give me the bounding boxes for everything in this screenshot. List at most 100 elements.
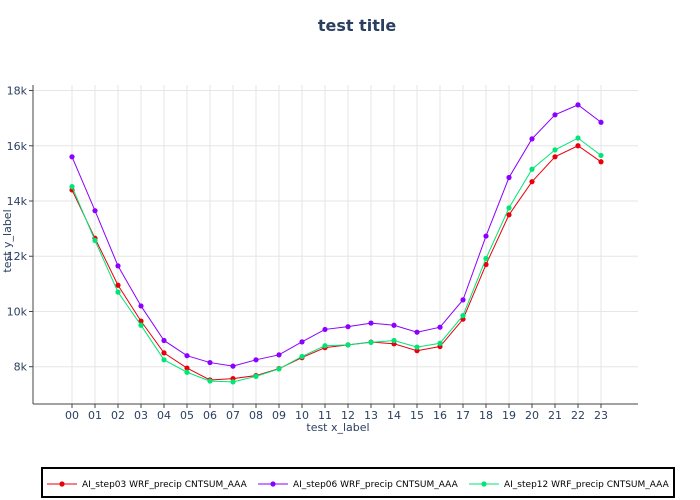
data-point [253, 373, 259, 379]
legend-item[interactable]: AI_step03 WRF_precip CNTSUM_AAA [47, 480, 248, 490]
data-point [483, 233, 489, 239]
x-tick-label: 17 [456, 409, 470, 422]
x-tick-label: 05 [180, 409, 194, 422]
x-tick-label: 18 [479, 409, 493, 422]
data-point [184, 353, 190, 359]
x-tick-label: 08 [249, 409, 263, 422]
data-point [345, 324, 351, 330]
x-tick-label: 21 [548, 409, 562, 422]
data-point [115, 282, 121, 288]
data-point [552, 154, 558, 160]
data-point [506, 212, 512, 218]
data-point [184, 365, 190, 371]
legend-label: AI_step03 WRF_precip CNTSUM_AAA [82, 480, 248, 490]
data-point [437, 340, 443, 346]
x-axis-title: test x_label [306, 421, 369, 434]
x-tick-label: 16 [433, 409, 447, 422]
x-tick-label: 13 [364, 409, 378, 422]
data-point [368, 320, 374, 326]
x-tick-label: 01 [88, 409, 102, 422]
legend-item[interactable]: AI_step12 WRF_precip CNTSUM_AAA [469, 480, 670, 490]
data-point [598, 159, 604, 165]
y-tick-label: 8k [14, 361, 28, 374]
data-point [138, 303, 144, 309]
x-tick-label: 15 [410, 409, 424, 422]
legend-swatch-marker [270, 481, 276, 487]
x-tick-label: 09 [272, 409, 286, 422]
grid-lines [33, 85, 638, 404]
y-tick-label: 12k [7, 250, 28, 263]
data-point [184, 369, 190, 375]
data-point [460, 313, 466, 319]
data-point [437, 324, 443, 330]
data-point [529, 166, 535, 172]
data-point [230, 363, 236, 369]
data-point [276, 352, 282, 358]
legend-swatch-marker [481, 481, 487, 487]
legend-label: AI_step12 WRF_precip CNTSUM_AAA [504, 480, 670, 490]
series-1 [69, 143, 604, 383]
legend-box [41, 467, 675, 498]
x-tick-label: 04 [157, 409, 171, 422]
legend-swatch-marker [59, 481, 65, 487]
y-axis-title: test y_label [1, 209, 14, 272]
x-tick-label: 11 [318, 409, 332, 422]
x-tick-label: 19 [502, 409, 516, 422]
data-point [391, 337, 397, 344]
series-line [71, 104, 602, 367]
y-axis-ticks: 8k 10k 12k 14k 16k 18k [7, 85, 33, 374]
x-tick-label: 07 [226, 409, 240, 422]
data-point [115, 263, 121, 269]
data-point [368, 339, 374, 346]
data-point [161, 337, 167, 344]
data-point [69, 154, 75, 160]
data-point [414, 329, 420, 335]
data-point [207, 359, 213, 366]
data-point [598, 119, 604, 125]
data-point [276, 366, 282, 372]
data-point [506, 205, 512, 211]
x-tick-label: 20 [525, 409, 539, 422]
data-point [92, 208, 98, 214]
x-tick-label: 22 [571, 409, 585, 422]
data-point [552, 112, 558, 118]
y-tick-label: 10k [7, 305, 28, 318]
data-point [115, 289, 121, 295]
chart-title: test title [318, 16, 397, 35]
data-point [529, 179, 535, 185]
data-point [207, 378, 213, 384]
data-point [322, 343, 328, 349]
data-point [414, 344, 420, 350]
data-point [230, 379, 236, 385]
data-point [529, 136, 535, 142]
x-tick-label: 03 [134, 409, 148, 422]
x-tick-label: 02 [111, 409, 125, 422]
data-point [138, 318, 144, 324]
data-point [552, 147, 558, 153]
data-point [391, 322, 397, 328]
data-point [161, 357, 167, 363]
x-tick-label: 14 [387, 409, 401, 422]
series-lines [69, 102, 604, 385]
series-3 [69, 135, 604, 385]
data-point [92, 237, 98, 244]
legend-item[interactable]: AI_step06 WRF_precip CNTSUM_AAA [258, 480, 459, 490]
data-point [414, 348, 420, 354]
x-tick-label: 12 [341, 409, 355, 422]
legend: AI_step03 WRF_precip CNTSUM_AAA AI_step06… [47, 480, 670, 490]
x-tick-label: 06 [203, 409, 217, 422]
data-point [460, 297, 466, 303]
x-tick-label: 00 [65, 409, 79, 422]
data-point [161, 350, 167, 356]
data-point [322, 326, 328, 333]
data-point [575, 102, 581, 108]
series-2 [69, 102, 604, 369]
data-point [138, 322, 144, 328]
data-point [483, 261, 489, 268]
data-point [253, 357, 259, 363]
data-point [299, 339, 305, 345]
data-point [345, 342, 351, 348]
data-point [598, 152, 604, 159]
